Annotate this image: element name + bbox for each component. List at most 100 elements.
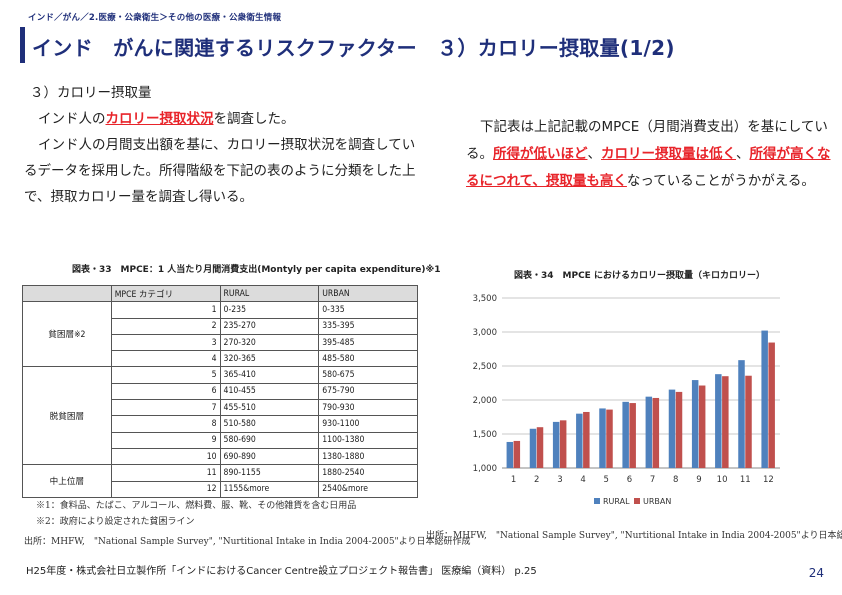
bar-rural-2 xyxy=(529,428,537,468)
table-row: 貧困層※2 1 0-235 0-335 xyxy=(22,301,418,368)
left-line1-post: を調査した。 xyxy=(213,111,295,127)
cell-urban: 335-395 xyxy=(318,317,418,335)
legend-swatch-urban xyxy=(634,498,640,504)
title-accent-bar xyxy=(20,27,25,63)
cell-cat: 2 xyxy=(110,317,221,335)
mpce-table: MPCE カテゴリ RURAL URBAN 貧困層※2 1 0-235 0-335 2 2… xyxy=(22,284,418,498)
cell-urban: 2540&more xyxy=(318,480,418,498)
left-heading: ３）カロリー摂取量 xyxy=(30,85,152,101)
bar-urban-4 xyxy=(583,411,590,468)
cell-urban: 790-930 xyxy=(318,399,418,417)
y-tick-label: 3,500 xyxy=(473,294,497,304)
table-header-cell: MPCE カテゴリ xyxy=(110,284,221,303)
legend-label-rural: RURAL xyxy=(603,497,630,506)
cell-urban: 1380-1880 xyxy=(318,447,418,466)
right-text-block: 下記表は上記記載のMPCE（月間消費支出）を基にしている。所得が低いほど、カロリ… xyxy=(466,114,832,195)
y-tick-label: 1,000 xyxy=(473,464,497,474)
table-row: 中上位層 11 890-1155 1880-2540 xyxy=(22,464,418,498)
cell-urban: 395-485 xyxy=(318,333,418,352)
right-sep-2: 、 xyxy=(736,146,750,162)
cell-cat: 7 xyxy=(110,399,221,417)
cell-cat: 3 xyxy=(110,333,221,352)
bar-rural-6 xyxy=(622,401,629,468)
y-tick-label: 3,000 xyxy=(473,328,497,338)
x-tick-label: 11 xyxy=(740,475,751,485)
x-tick-label: 6 xyxy=(627,475,632,485)
y-tick-label: 2,500 xyxy=(473,362,497,372)
bar-rural-9 xyxy=(691,380,699,468)
chart-caption: 図表・34 MPCE におけるカロリー摂取量（キロカロリー） xyxy=(514,271,765,281)
cell-cat: 4 xyxy=(110,350,221,368)
bar-urban-10 xyxy=(722,376,729,468)
x-tick-label: 4 xyxy=(580,475,585,485)
right-pre: 下記表は上記記載のMPCE（月間消費支出）を基にしている。 xyxy=(466,119,828,162)
table-header-cell: RURAL xyxy=(219,284,320,303)
x-tick-label: 7 xyxy=(650,475,655,485)
legend-swatch-rural xyxy=(594,498,600,504)
bar-rural-5 xyxy=(599,408,606,468)
bar-urban-9 xyxy=(698,385,706,468)
right-highlight-1: 所得が低いほど xyxy=(493,146,588,162)
page-number: 24 xyxy=(808,566,824,580)
bar-urban-12 xyxy=(768,342,775,468)
left-line1: インド人のカロリー摂取状況を調査した。 xyxy=(24,106,416,132)
x-tick-label: 3 xyxy=(557,475,562,485)
table-header-row: MPCE カテゴリ RURAL URBAN xyxy=(22,284,418,303)
table-source: 出所：MHFW, "National Sample Survey", "Nurt… xyxy=(24,537,471,547)
cell-cat: 12 xyxy=(110,480,221,498)
bar-urban-8 xyxy=(675,391,683,468)
cell-rural: 0-235 xyxy=(219,301,320,319)
right-highlight-3: 所得が高くなるにつれて、摂取量も高く xyxy=(466,146,831,189)
cell-rural: 890-1155 xyxy=(219,464,320,482)
table-row: 9 580-690 1100-1380 xyxy=(23,431,418,449)
y-tick-label: 2,000 xyxy=(473,396,497,406)
cell-rural: 510-580 xyxy=(219,415,320,433)
table-note-1: ※1：食料品、たばこ、アルコール、燃料費、服、靴、その他雑貨を含む日用品 xyxy=(36,501,357,511)
bar-urban-2 xyxy=(536,427,544,468)
left-para2: インド人の月間支出額を基に、カロリー摂取状況を調査しているデータを採用した。所得… xyxy=(24,137,416,205)
bar-urban-7 xyxy=(652,397,660,468)
bar-urban-1 xyxy=(513,440,521,468)
cell-rural: 410-455 xyxy=(219,382,320,401)
x-tick-label: 8 xyxy=(673,475,678,485)
table-row: 12 1155&more 2540&more xyxy=(23,480,418,498)
cell-rural: 690-890 xyxy=(219,447,320,466)
bar-rural-8 xyxy=(668,389,676,468)
group-label: 中上位層 xyxy=(22,464,112,498)
group-label: 脱貧困層 xyxy=(22,366,112,466)
cell-urban: 485-580 xyxy=(318,350,418,368)
cell-cat: 11 xyxy=(110,464,221,482)
bar-urban-5 xyxy=(606,409,613,468)
bar-rural-3 xyxy=(552,421,560,468)
bar-rural-1 xyxy=(506,441,514,468)
x-tick-label: 2 xyxy=(534,475,539,485)
bar-urban-6 xyxy=(629,403,636,468)
table-row: 脱貧困層 5 365-410 580-675 xyxy=(22,366,418,466)
x-tick-label: 10 xyxy=(717,475,728,485)
cell-cat: 5 xyxy=(110,366,221,384)
breadcrumb: インド／がん／2.医療・公衆衛生＞その他の医療・公衆衛生情報 xyxy=(28,13,282,23)
cell-rural: 365-410 xyxy=(219,366,320,384)
chart-source: 出所：MHFW, "National Sample Survey", "Nurt… xyxy=(426,531,842,541)
page-title: インド がんに関連するリスクファクター ３）カロリー摂取量(1/2) xyxy=(32,36,675,60)
table-note-2: ※2：政府により設定された貧困ライン xyxy=(36,517,195,527)
bar-rural-7 xyxy=(645,396,653,468)
left-line1-highlight: カロリー摂取状況 xyxy=(105,111,214,127)
table-caption: 図表・33 MPCE：1 人当たり月間消費支出(Montyly per capi… xyxy=(72,265,441,275)
cell-urban: 1100-1380 xyxy=(318,431,418,449)
bar-rural-10 xyxy=(715,374,722,468)
right-sep-1: 、 xyxy=(587,146,602,162)
cell-cat: 6 xyxy=(110,382,221,401)
right-highlight-2: カロリー摂取量は低く xyxy=(601,146,736,162)
cell-cat: 10 xyxy=(110,447,221,466)
cell-rural: 580-690 xyxy=(219,431,320,449)
table-notes: ※1：食料品、たばこ、アルコール、燃料費、服、靴、その他雑貨を含む日用品 ※2：… xyxy=(36,498,356,530)
x-tick-label: 1 xyxy=(511,475,516,485)
y-tick-label: 1,500 xyxy=(473,430,497,440)
footer-citation: H25年度・株式会社日立製作所「インドにおけるCancer Centre設立プロ… xyxy=(26,566,537,577)
cell-cat: 9 xyxy=(110,431,221,449)
cell-cat: 8 xyxy=(110,415,221,433)
bar-urban-11 xyxy=(745,375,752,468)
table-row: 8 510-580 930-1100 xyxy=(23,415,418,433)
